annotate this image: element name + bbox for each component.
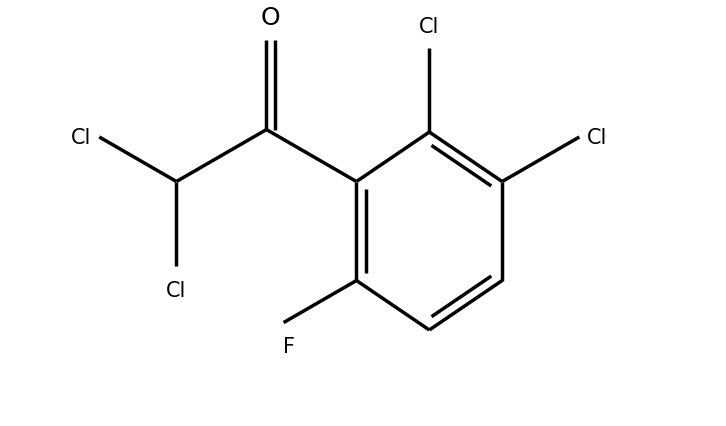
Text: Cl: Cl [166, 280, 187, 300]
Text: Cl: Cl [71, 128, 91, 148]
Text: F: F [282, 337, 295, 357]
Text: Cl: Cl [587, 128, 608, 148]
Text: O: O [261, 6, 281, 29]
Text: Cl: Cl [419, 17, 439, 37]
